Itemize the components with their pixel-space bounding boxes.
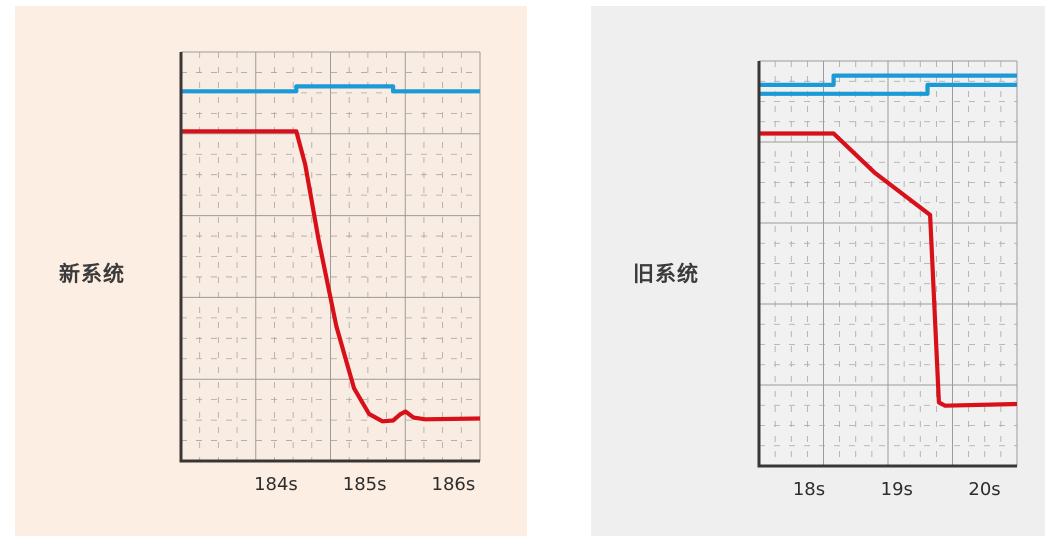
- new-system-chart: 184s 185s 186s: [179, 51, 481, 495]
- new-system-panel: 新系统 184s 185s 186s: [15, 6, 527, 536]
- new-system-label: 新系统: [59, 262, 125, 286]
- blue-series-line: [759, 73, 1017, 87]
- old-system-chart: 18s 19s 20s: [757, 60, 1018, 500]
- x-tick-label: 186s: [432, 474, 476, 495]
- red-series-line: [759, 131, 1018, 408]
- blue-series-line: [181, 84, 480, 94]
- x-tick-label: 184s: [254, 474, 298, 495]
- blue-series-line: [759, 82, 1017, 96]
- x-tick-label: 185s: [343, 474, 387, 495]
- x-tick-label: 18s: [793, 479, 825, 500]
- x-tick-label: 20s: [968, 479, 1000, 500]
- red-series-line: [181, 129, 481, 424]
- old-system-label: 旧系统: [633, 262, 699, 286]
- old-system-panel: 旧系统 18s 19s 20s: [591, 6, 1045, 536]
- x-tick-label: 19s: [881, 479, 913, 500]
